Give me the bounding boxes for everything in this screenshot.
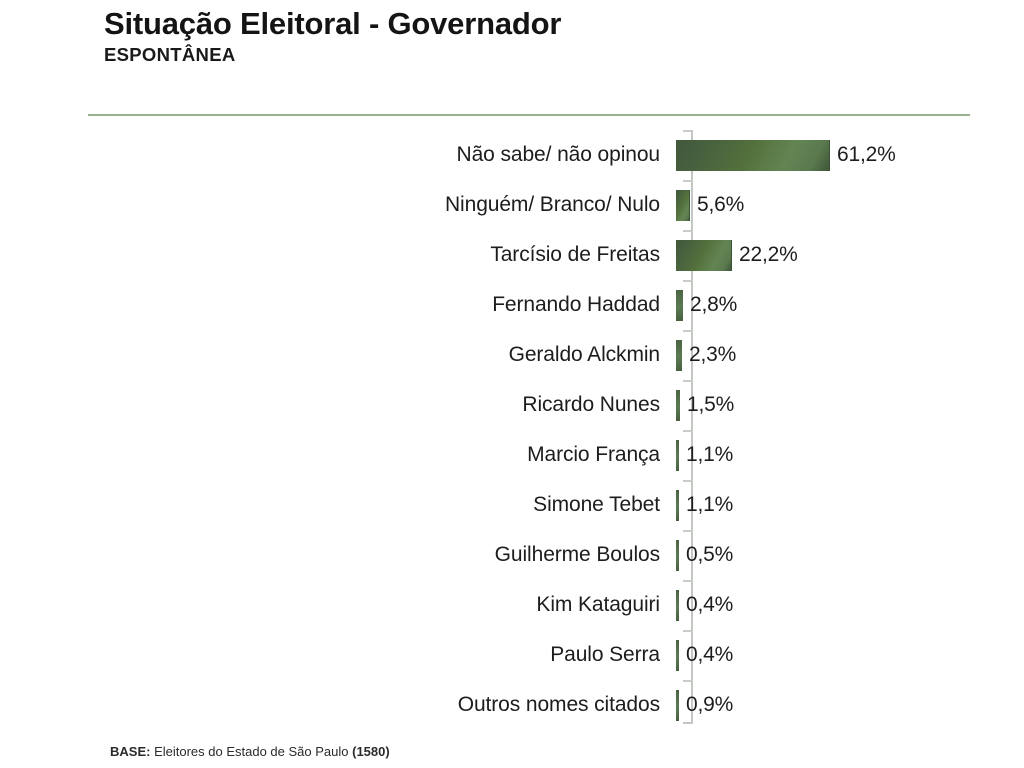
category-label: Guilherme Boulos xyxy=(494,543,660,566)
value-label: 0,4% xyxy=(686,593,734,616)
value-label: 1,1% xyxy=(686,443,734,466)
bar-row: Ricardo Nunes 1,5% xyxy=(0,380,1024,430)
bar xyxy=(676,239,732,271)
page-subtitle: ESPONTÂNEA xyxy=(104,44,236,65)
bar-container: 1,5% xyxy=(676,380,1024,430)
axis-cap-bottom xyxy=(683,722,693,724)
bar-row: Ninguém/ Branco/ Nulo 5,6% xyxy=(0,180,1024,230)
bar xyxy=(676,189,690,221)
value-label: 2,3% xyxy=(689,343,737,366)
axis-tick xyxy=(683,230,692,232)
bar-container: 2,3% xyxy=(676,330,1024,380)
bar-container: 0,4% xyxy=(676,580,1024,630)
bar xyxy=(676,389,680,421)
base-note-label: BASE: xyxy=(110,744,151,759)
bar-row: Não sabe/ não opinou 61,2% xyxy=(0,130,1024,180)
bar-row: Marcio França 1,1% xyxy=(0,430,1024,480)
bar-container: 1,1% xyxy=(676,430,1024,480)
bar-row: Outros nomes citados 0,9% xyxy=(0,680,1024,730)
axis-tick xyxy=(683,330,692,332)
axis-tick xyxy=(683,630,692,632)
value-label: 0,4% xyxy=(686,643,734,666)
bar xyxy=(676,589,679,621)
bar-container: 5,6% xyxy=(676,180,1024,230)
base-note: BASE: Eleitores do Estado de São Paulo (… xyxy=(110,744,390,760)
category-label: Fernando Haddad xyxy=(492,293,660,316)
category-label: Paulo Serra xyxy=(550,643,660,666)
axis-tick xyxy=(683,680,692,682)
base-note-sample: (1580) xyxy=(352,744,390,759)
category-label: Geraldo Alckmin xyxy=(508,343,661,366)
value-label: 0,9% xyxy=(686,693,734,716)
category-label: Não sabe/ não opinou xyxy=(456,143,661,166)
value-label: 0,5% xyxy=(686,543,734,566)
bar xyxy=(676,139,830,171)
bar-container: 61,2% xyxy=(676,130,1024,180)
bar-container: 1,1% xyxy=(676,480,1024,530)
chart-header: Situação Eleitoral - Governador ESPONTÂN… xyxy=(104,6,984,66)
bar xyxy=(676,289,683,321)
bar xyxy=(676,339,682,371)
category-axis-line xyxy=(691,130,693,724)
bar-row: Fernando Haddad 2,8% xyxy=(0,280,1024,330)
bar-container: 0,5% xyxy=(676,530,1024,580)
category-label: Outros nomes citados xyxy=(457,693,660,716)
bar-row: Tarcísio de Freitas 22,2% xyxy=(0,230,1024,280)
axis-tick xyxy=(683,430,692,432)
bar xyxy=(676,489,679,521)
bar xyxy=(676,439,679,471)
value-label: 2,8% xyxy=(690,293,738,316)
base-note-text: Eleitores do Estado de São Paulo xyxy=(154,744,349,759)
value-label: 1,1% xyxy=(686,493,734,516)
value-label: 1,5% xyxy=(687,393,735,416)
bar-row: Kim Kataguiri 0,4% xyxy=(0,580,1024,630)
axis-tick xyxy=(683,530,692,532)
page-title: Situação Eleitoral - Governador xyxy=(104,6,562,41)
axis-tick xyxy=(683,180,692,182)
category-label: Kim Kataguiri xyxy=(536,593,660,616)
axis-tick xyxy=(683,130,692,132)
axis-tick xyxy=(683,280,692,282)
bar-row: Guilherme Boulos 0,5% xyxy=(0,530,1024,580)
bar-container: 0,9% xyxy=(676,680,1024,730)
category-label: Tarcísio de Freitas xyxy=(490,243,660,266)
category-label: Simone Tebet xyxy=(533,493,660,516)
bar-row: Simone Tebet 1,1% xyxy=(0,480,1024,530)
bar-container: 2,8% xyxy=(676,280,1024,330)
value-label: 61,2% xyxy=(837,143,896,166)
value-label: 5,6% xyxy=(697,193,745,216)
bar-row: Paulo Serra 0,4% xyxy=(0,630,1024,680)
axis-tick xyxy=(683,580,692,582)
header-divider xyxy=(88,114,970,116)
category-label: Marcio França xyxy=(527,443,660,466)
bar xyxy=(676,539,679,571)
bar xyxy=(676,639,679,671)
category-label: Ninguém/ Branco/ Nulo xyxy=(444,193,660,216)
bar-chart: Não sabe/ não opinou 61,2% Ninguém/ Branco… xyxy=(0,126,1024,726)
axis-tick xyxy=(683,480,692,482)
value-label: 22,2% xyxy=(739,243,798,266)
bar xyxy=(676,689,679,721)
bar-container: 0,4% xyxy=(676,630,1024,680)
bar-container: 22,2% xyxy=(676,230,1024,280)
axis-tick xyxy=(683,380,692,382)
bar-row: Geraldo Alckmin 2,3% xyxy=(0,330,1024,380)
category-label: Ricardo Nunes xyxy=(522,393,660,416)
